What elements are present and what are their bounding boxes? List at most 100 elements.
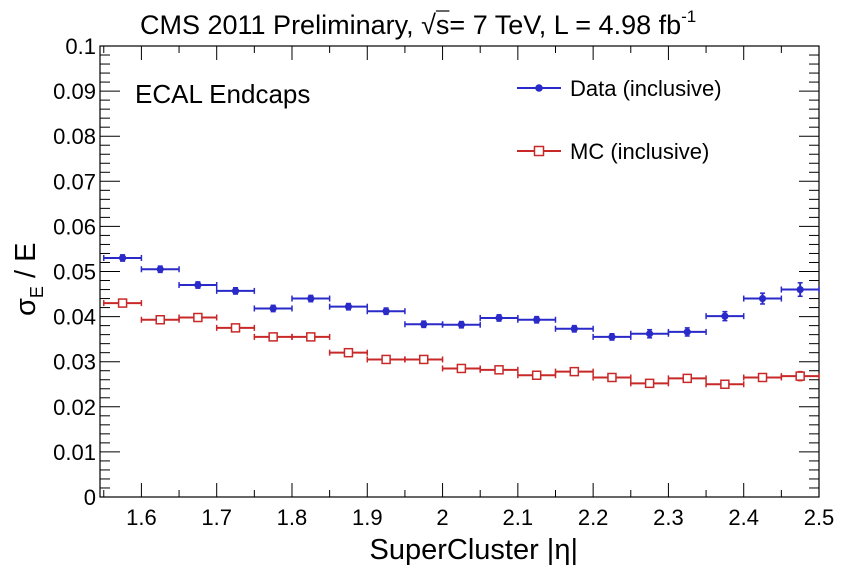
data-point	[328, 302, 369, 311]
mc-marker	[720, 379, 730, 389]
data-point	[667, 327, 707, 337]
data-marker	[231, 287, 240, 295]
mc-marker	[456, 363, 467, 374]
data-marker	[683, 328, 691, 336]
data-point	[705, 310, 745, 322]
data-point	[517, 315, 557, 324]
x-tick-label: 1.8	[277, 505, 308, 530]
data-marker	[533, 316, 541, 324]
mc-point	[479, 365, 519, 375]
mc-point	[291, 332, 331, 342]
data-marker	[420, 320, 428, 328]
x-tick-label: 2.3	[653, 505, 684, 530]
y-tick-label: 0.01	[53, 440, 96, 465]
mc-marker	[117, 298, 128, 308]
y-axis-label: σE / E	[10, 243, 47, 316]
mc-marker	[607, 372, 617, 383]
y-tick-label: 0.04	[53, 305, 96, 330]
mc-marker	[268, 332, 278, 342]
mc-marker	[682, 373, 692, 384]
x-tick-label: 2	[436, 505, 448, 530]
data-point	[140, 265, 180, 274]
mc-point	[140, 315, 180, 325]
data-marker	[721, 312, 729, 320]
y-tick-label: 0.08	[53, 124, 96, 149]
mc-marker	[757, 372, 768, 383]
data-marker	[156, 265, 164, 273]
x-tick-label: 1.9	[352, 505, 383, 530]
data-marker	[269, 304, 277, 313]
data-point	[366, 307, 406, 316]
sqrt-overline-target: s= 7 TeV, L = 4.98 fb	[436, 10, 681, 40]
mc-marker	[531, 370, 542, 380]
mc-point	[103, 298, 143, 308]
legend: Data (inclusive) MC (inclusive)	[517, 76, 722, 164]
data-point	[215, 286, 256, 295]
mc-marker	[795, 371, 805, 381]
legend-entry-data: Data (inclusive)	[517, 76, 722, 101]
data-marker	[344, 303, 353, 311]
x-axis-ticks: 1.6 1.7 1.8 1.9 2 2.1 2.2 2.3 2.4 2.5	[103, 46, 835, 530]
mc-point	[441, 363, 481, 374]
mc-marker	[306, 332, 316, 342]
data-point	[103, 254, 143, 262]
chart-title: CMS 2011 Preliminary, √s= 7 TeV, L = 4.9…	[140, 7, 696, 40]
data-point	[630, 328, 670, 339]
x-tick-label: 1.7	[201, 505, 232, 530]
y-tick-label: 0.1	[65, 34, 96, 59]
mc-point	[592, 372, 632, 383]
y-tick-label: 0.07	[53, 169, 96, 194]
data-marker	[608, 333, 616, 341]
mc-marker	[569, 366, 580, 377]
mc-point	[554, 366, 594, 377]
data-marker	[758, 294, 767, 303]
data-marker	[382, 307, 390, 315]
mc-point	[366, 354, 406, 365]
data-marker	[570, 325, 578, 333]
data-marker	[307, 294, 315, 303]
data-point	[178, 281, 218, 289]
data-point	[780, 282, 820, 298]
mc-point	[630, 378, 670, 389]
y-tick-label: 0.09	[53, 79, 96, 104]
mc-point	[215, 323, 256, 333]
data-marker	[495, 314, 503, 322]
mc-marker	[155, 315, 165, 325]
x-tick-label: 2.2	[578, 505, 609, 530]
x-tick-label: 2.5	[804, 505, 835, 530]
data-marker	[457, 321, 465, 329]
series-mc-inclusive	[103, 298, 820, 389]
detector-region-label: ECAL Endcaps	[135, 79, 310, 109]
mc-point	[517, 370, 557, 380]
data-marker	[194, 281, 202, 289]
legend-marker-data	[535, 84, 543, 92]
y-tick-label: 0.05	[53, 260, 96, 285]
mc-marker	[230, 323, 241, 333]
series-data-inclusive	[103, 254, 820, 341]
mc-marker	[644, 378, 655, 389]
x-tick-label: 1.6	[126, 505, 157, 530]
data-point	[554, 324, 594, 333]
mc-point	[742, 372, 783, 383]
mc-marker	[494, 365, 504, 375]
y-tick-label: 0.02	[53, 395, 96, 420]
plot-frame	[99, 45, 820, 498]
legend-entry-mc: MC (inclusive)	[517, 139, 709, 164]
mc-point	[705, 379, 745, 389]
y-axis-ticks: 0 0.01 0.02 0.03 0.04 0.05 0.06 0.07 0.08 0.09 0.1	[53, 34, 819, 510]
mc-point	[780, 370, 820, 382]
mc-point	[667, 373, 707, 384]
mc-marker	[418, 354, 429, 365]
mc-marker	[343, 347, 354, 358]
svg-text:σE / E: σE / E	[10, 243, 47, 316]
x-axis-label: SuperCluster |η|	[370, 534, 579, 566]
mc-point	[328, 347, 369, 358]
x-tick-label: 2.1	[503, 505, 534, 530]
mc-point	[253, 332, 293, 342]
data-point	[479, 314, 519, 322]
x-tick-label: 2.4	[728, 505, 759, 530]
data-point	[441, 320, 481, 329]
data-point	[404, 320, 444, 329]
